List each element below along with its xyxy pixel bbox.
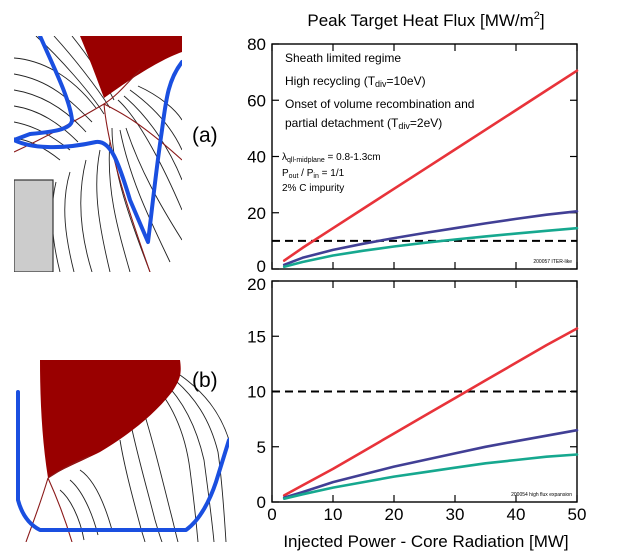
legend-onset-line1: Onset of volume recombination and [285,97,474,111]
divertor-dome-a [14,179,54,272]
separatrix-b [25,455,91,542]
x-axis-label: Injected Power - Core Radiation [MW] [283,532,568,551]
figure-title-close: ] [540,11,545,30]
plot-b-xtick-label: 10 [324,505,343,524]
plot-b-ytick-label: 15 [247,327,266,346]
plot-b-xtick-label: 20 [385,505,404,524]
plot-b-series-0 [282,327,579,497]
plot-b-ytick-label: 5 [257,438,266,457]
plot-b-ytick-label: 20 [247,275,266,294]
figure-title-sup: 2 [534,10,540,22]
plot-a-legend: Sheath limited regime High recycling (Td… [285,51,474,131]
plot-b-xtick-label: 50 [568,505,587,524]
plot-b-series-1 [282,428,579,499]
plot-a-ytick-label: 20 [247,204,266,223]
plot-b-series-2 [282,453,579,501]
figure-title: Peak Target Heat Flux [MW/m2] [307,10,544,30]
plot-a-series-2 [282,226,579,269]
divertor-schematic-b [16,360,229,542]
param-lambda: λqll-midplane = 0.8-1.3cm [282,152,381,164]
legend-high-recycling: High recycling (Tdiv=10eV) [285,74,426,89]
panel-label-a: (a) [192,124,218,147]
plot-a-ticks: 0 20 40 60 80 [247,35,578,276]
plasma-core-b [40,360,181,478]
param-impurity: 2% C impurity [282,183,344,194]
divertor-schematic-a [14,36,182,272]
panel-label-b: (b) [192,369,218,392]
legend-onset-line2: partial detachment (Tdiv=2eV) [285,116,442,131]
plasma-core-a [80,36,182,98]
plot-a-ytick-label: 40 [247,148,266,167]
plot-b-ytick-label: 0 [257,493,266,512]
plot-a-parameters: λqll-midplane = 0.8-1.3cm Pout / Pin = 1… [282,152,381,194]
plot-b-xtick-label: 40 [507,505,526,524]
plot-a-series [282,69,579,269]
plot-a-series-1 [282,210,579,267]
figure-title-main: Peak Target Heat Flux [MW/m [307,11,533,30]
separatrix-a [14,69,182,272]
legend-sheath: Sheath limited regime [285,51,401,65]
plot-b-tag: 200054 high flux expansion [511,492,572,498]
param-power-ratio: Pout / Pin = 1/1 [282,168,345,180]
plot-b-ytick-label: 10 [247,383,266,402]
plot-b-xtick-label: 0 [267,505,276,524]
first-wall-a [14,36,182,244]
plot-a-tag: 200057 ITER-like [533,259,572,265]
plot-a-series-0 [282,69,579,262]
plot-a-ytick-label: 0 [257,257,266,276]
plot-b: 0 5 10 15 20 0 10 20 30 40 50 200054 high flux exp… [247,275,586,524]
first-wall-b [16,390,229,532]
plot-a-ytick-label: 60 [247,91,266,110]
plot-a-ytick-label: 80 [247,35,266,54]
plot-b-series [282,327,579,501]
plot-a: 0 20 40 60 80 Sheath limited regime High rec… [247,35,579,276]
plot-b-xtick-label: 30 [446,505,465,524]
